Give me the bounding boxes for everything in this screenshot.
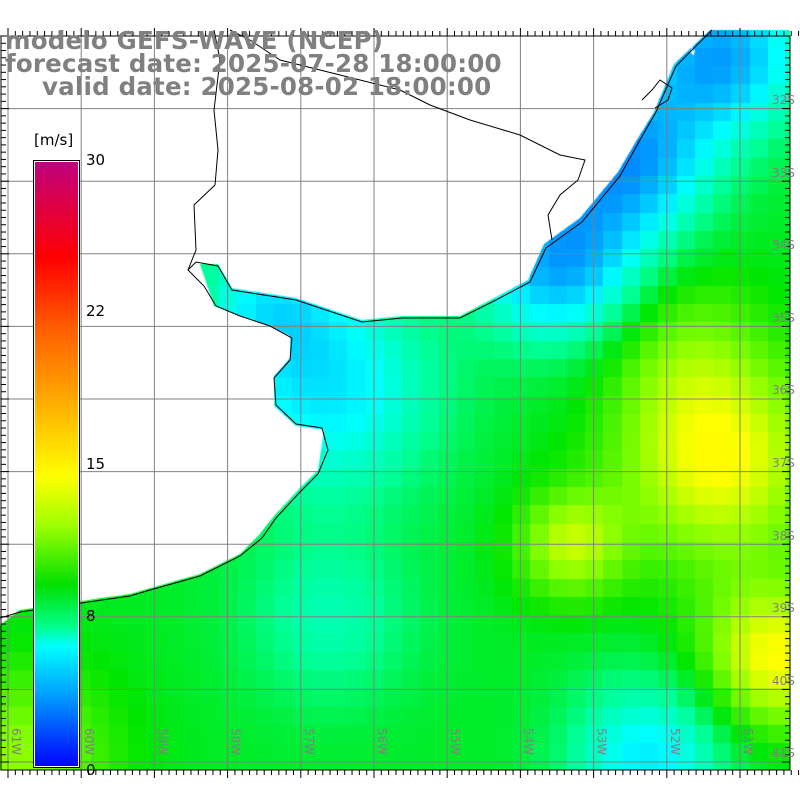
longitude-label: 51W xyxy=(741,728,755,756)
latitude-label: 38S xyxy=(772,528,795,543)
frame-ticks xyxy=(1,28,800,778)
model-title: modelo GEFS-WAVE (NCEP) xyxy=(5,26,384,55)
latitude-label: 32S xyxy=(772,93,795,107)
colorbar xyxy=(33,160,80,768)
longitude-label: 52W xyxy=(667,728,682,756)
latitude-label: 34S xyxy=(772,238,795,253)
latitude-label: 35S xyxy=(772,310,795,325)
colorbar-tick-15: 15 xyxy=(86,455,106,473)
coastline xyxy=(0,29,713,619)
longitude-label: 57W xyxy=(301,728,316,756)
map-frame xyxy=(0,35,791,771)
colorbar-tick-8: 8 xyxy=(86,607,96,625)
latitude-label: 41S xyxy=(772,746,795,761)
longitude-label: 55W xyxy=(448,728,463,756)
colorbar-units: [m/s] xyxy=(34,131,74,149)
longitude-label: 58W xyxy=(228,728,243,756)
border-uruguay-river xyxy=(187,29,221,271)
border-uruguay-brazil xyxy=(229,29,586,241)
colorbar-tick-22: 22 xyxy=(86,302,106,320)
longitude-label: 56W xyxy=(375,728,389,756)
longitude-label: 53W xyxy=(594,728,609,756)
graticule xyxy=(0,35,790,770)
latitude-label: 40S xyxy=(772,673,795,688)
longitude-label: 59W xyxy=(155,728,170,756)
valid-date: valid date: 2025-08-02 18:00:00 xyxy=(42,72,492,101)
latitude-label: 36S xyxy=(772,383,795,398)
latitude-label: 37S xyxy=(772,456,795,470)
latitude-label: 39S xyxy=(772,601,795,616)
colorbar-tick-30: 30 xyxy=(86,151,106,169)
latitude-label: 33S xyxy=(772,165,795,180)
forecast-date: forecast date: 2025-07-28 18:00:00 xyxy=(5,49,502,78)
lagoa-coast xyxy=(641,79,673,109)
longitude-label: 61W xyxy=(9,728,23,756)
longitude-label: 54W xyxy=(521,728,536,756)
colorbar-tick-0: 0 xyxy=(86,761,96,779)
longitude-label: 60W xyxy=(82,728,97,756)
